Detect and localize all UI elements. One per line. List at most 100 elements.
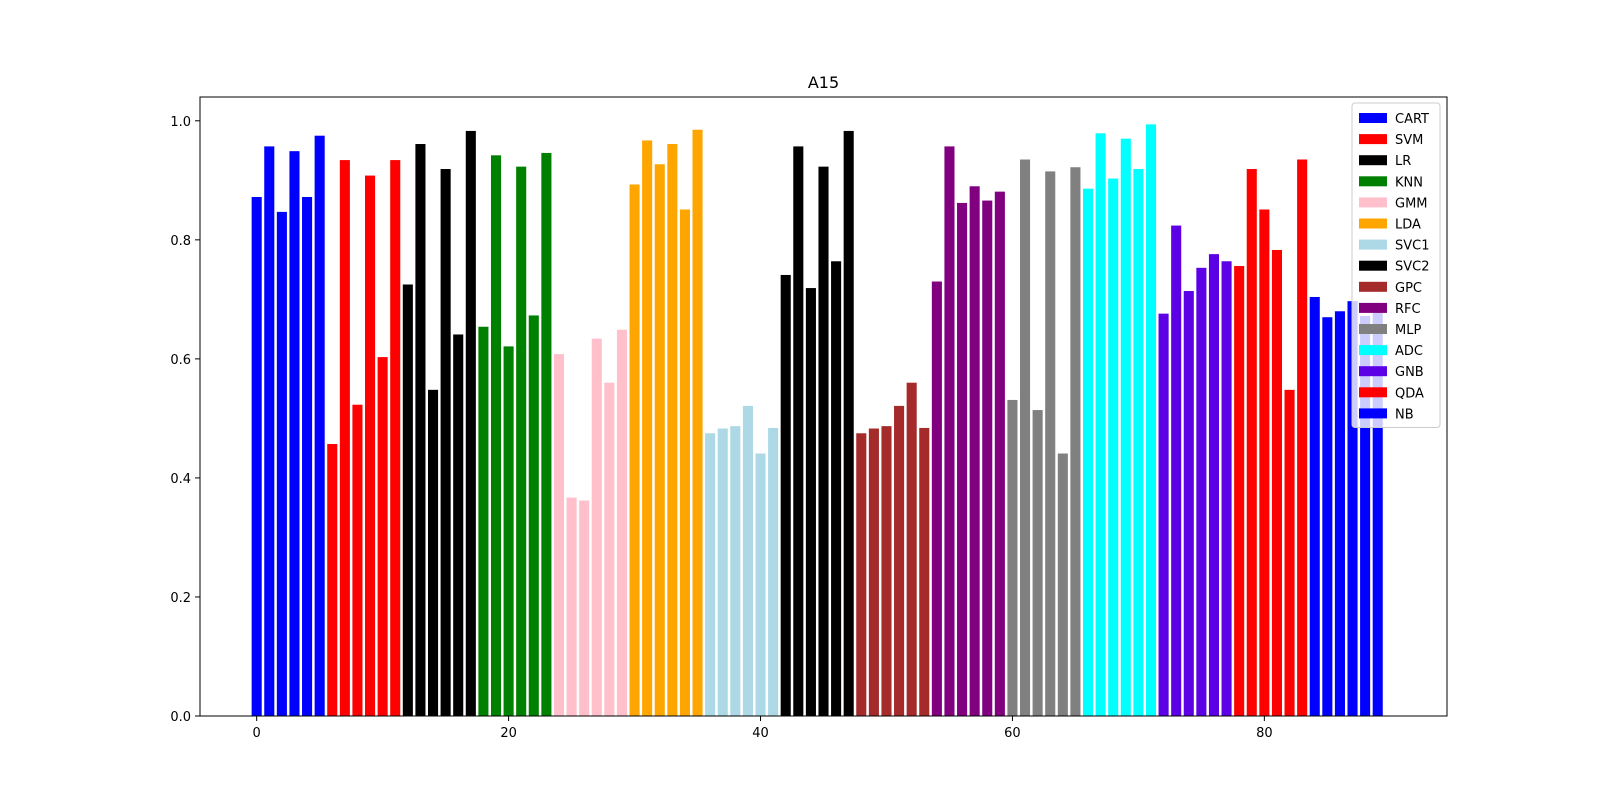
bar-qda-5 xyxy=(1297,159,1308,716)
legend-swatch-gmm xyxy=(1359,197,1387,208)
legend-label-qda: QDA xyxy=(1395,386,1424,401)
legend-label-lda: LDA xyxy=(1395,218,1421,233)
bar-mlp-0 xyxy=(1007,399,1018,716)
bar-svm-0 xyxy=(327,444,338,716)
legend-swatch-gpc xyxy=(1359,281,1387,292)
bar-qda-0 xyxy=(1234,266,1245,716)
bar-gpc-4 xyxy=(906,382,917,716)
y-tick-label: 0.8 xyxy=(170,234,191,249)
bar-knn-0 xyxy=(478,326,489,716)
bar-svc1-1 xyxy=(717,428,728,716)
bar-svm-4 xyxy=(377,357,388,716)
y-tick-label: 0.4 xyxy=(170,472,191,487)
x-tick-label: 0 xyxy=(253,726,261,741)
bar-knn-5 xyxy=(541,152,552,716)
legend-swatch-knn xyxy=(1359,176,1387,187)
bar-nb-2 xyxy=(1334,311,1345,716)
bar-gmm-3 xyxy=(591,338,602,716)
bar-rfc-5 xyxy=(994,191,1005,716)
bar-lr-3 xyxy=(440,169,451,716)
bar-knn-3 xyxy=(516,166,527,716)
legend-swatch-qda xyxy=(1359,387,1387,398)
x-tick-label: 20 xyxy=(500,726,517,741)
bar-rfc-0 xyxy=(931,281,942,716)
legend-swatch-mlp xyxy=(1359,324,1387,334)
bar-gnb-1 xyxy=(1171,225,1182,716)
bar-lr-5 xyxy=(465,130,476,716)
y-axis: 0.0 0.2 0.4 0.6 0.8 1.0 xyxy=(170,115,200,725)
legend-label-knn: KNN xyxy=(1395,175,1423,190)
legend-label-gnb: GNB xyxy=(1395,365,1424,380)
bar-cart-0 xyxy=(251,196,262,717)
bar-svc1-0 xyxy=(705,433,716,716)
bar-svm-3 xyxy=(365,175,376,716)
legend-label-mlp: MLP xyxy=(1395,323,1421,338)
legend-label-cart: CART xyxy=(1395,112,1429,127)
legend-label-svc1: SVC1 xyxy=(1395,239,1430,254)
bar-svc1-3 xyxy=(742,405,753,716)
bar-qda-4 xyxy=(1284,389,1295,716)
bar-nb-0 xyxy=(1309,296,1320,716)
bar-lda-5 xyxy=(692,129,703,717)
bar-gpc-5 xyxy=(919,427,930,716)
legend-swatch-lr xyxy=(1359,155,1387,166)
x-tick-label: 60 xyxy=(1004,726,1021,741)
bar-mlp-3 xyxy=(1045,171,1056,716)
legend: CART SVM LR KNN GMM LDA SVC1 SVC2 GPC RFC MLP ADC GN… xyxy=(1351,102,1441,428)
bar-gpc-1 xyxy=(868,428,879,716)
bar-gpc-2 xyxy=(881,426,892,716)
bar-gmm-1 xyxy=(566,497,577,716)
bar-lr-4 xyxy=(453,334,464,716)
bar-lr-1 xyxy=(415,144,426,716)
bar-svc1-4 xyxy=(755,453,766,716)
bar-svm-1 xyxy=(339,160,350,717)
bar-lda-2 xyxy=(654,164,665,716)
y-tick-label: 0.2 xyxy=(170,591,191,606)
bar-mlp-5 xyxy=(1070,167,1081,717)
bar-nb-4 xyxy=(1360,316,1371,716)
legend-swatch-lda xyxy=(1359,218,1387,229)
bar-nb-3 xyxy=(1347,301,1358,716)
bar-knn-4 xyxy=(528,315,539,716)
bar-gnb-2 xyxy=(1183,291,1194,716)
bar-svc2-2 xyxy=(805,288,816,716)
bar-svm-5 xyxy=(390,160,401,717)
bar-qda-1 xyxy=(1246,169,1257,716)
legend-label-svc2: SVC2 xyxy=(1395,260,1430,275)
bar-mlp-2 xyxy=(1032,410,1043,716)
legend-label-gpc: GPC xyxy=(1395,281,1422,296)
bar-gmm-0 xyxy=(553,354,565,716)
bar-gnb-0 xyxy=(1158,313,1169,716)
bar-adc-5 xyxy=(1145,124,1157,716)
bar-gnb-5 xyxy=(1221,261,1232,716)
bar-lda-4 xyxy=(679,209,690,717)
bar-mlp-4 xyxy=(1057,453,1068,716)
bar-svm-2 xyxy=(352,404,363,716)
plot-frame xyxy=(199,96,1448,717)
bar-lr-2 xyxy=(427,389,439,716)
bar-rfc-4 xyxy=(982,200,993,716)
bar-svc1-2 xyxy=(730,426,741,716)
bar-adc-2 xyxy=(1108,178,1119,717)
bar-rfc-2 xyxy=(957,202,968,716)
bar-adc-1 xyxy=(1095,133,1106,716)
x-tick-label: 40 xyxy=(752,726,769,741)
bar-lda-1 xyxy=(642,140,653,716)
bar-svc2-1 xyxy=(793,146,804,716)
y-tick-label: 0.6 xyxy=(170,353,191,368)
bar-gnb-3 xyxy=(1196,267,1207,716)
bar-knn-1 xyxy=(490,155,502,716)
legend-label-rfc: RFC xyxy=(1395,302,1421,317)
legend-label-lr: LR xyxy=(1395,154,1411,169)
bar-nb-1 xyxy=(1322,317,1333,716)
legend-swatch-gnb xyxy=(1359,366,1387,377)
y-tick-label: 0.0 xyxy=(170,710,191,725)
legend-swatch-svc2 xyxy=(1359,260,1387,271)
bar-cart-5 xyxy=(314,135,325,716)
bar-svc2-4 xyxy=(831,261,842,716)
legend-swatch-adc xyxy=(1359,345,1387,356)
bar-cart-3 xyxy=(289,151,300,716)
y-tick-label: 1.0 xyxy=(170,115,191,130)
bar-lr-0 xyxy=(402,284,413,716)
